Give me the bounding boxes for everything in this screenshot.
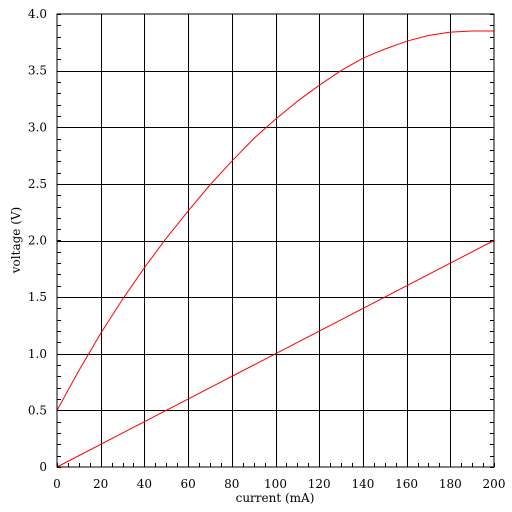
y-tick-label: 1.5	[28, 290, 47, 304]
x-tick-label: 180	[439, 477, 462, 491]
series-layer	[56, 30, 495, 468]
series-line-2	[56, 240, 495, 468]
y-tick-label: 2.0	[28, 234, 47, 248]
x-tick-label: 40	[137, 477, 152, 491]
x-tick-label: 160	[395, 477, 418, 491]
x-tick-label: 20	[93, 477, 108, 491]
x-tick-labels: 0 20 40 60 80 100 120 140 160 180 200	[53, 477, 505, 491]
x-tick-label: 200	[483, 477, 506, 491]
y-tick-label: 0	[39, 460, 47, 474]
x-tick-label: 140	[351, 477, 374, 491]
y-axis-label: voltage (V)	[9, 207, 23, 274]
y-tick-label: 0.5	[28, 403, 47, 417]
x-tick-label: 60	[180, 477, 195, 491]
plot-frame	[56, 13, 495, 468]
y-tick-label: 1.0	[28, 347, 47, 361]
x-axis-label: current (mA)	[236, 491, 315, 505]
y-tick-label: 4.0	[28, 7, 47, 21]
y-tick-label: 3.5	[28, 64, 47, 78]
y-tick-labels: 0 0.5 1.0 1.5 2.0 2.5 3.0 3.5 4.0	[28, 7, 47, 474]
grid	[57, 14, 494, 467]
series-line-1	[56, 30, 494, 411]
x-tick-label: 80	[224, 477, 239, 491]
x-tick-label: 0	[53, 477, 61, 491]
y-tick-label: 2.5	[28, 177, 47, 191]
x-tick-label: 100	[264, 477, 287, 491]
y-tick-label: 3.0	[28, 120, 47, 134]
plot-area	[57, 14, 494, 467]
x-tick-label: 120	[308, 477, 331, 491]
